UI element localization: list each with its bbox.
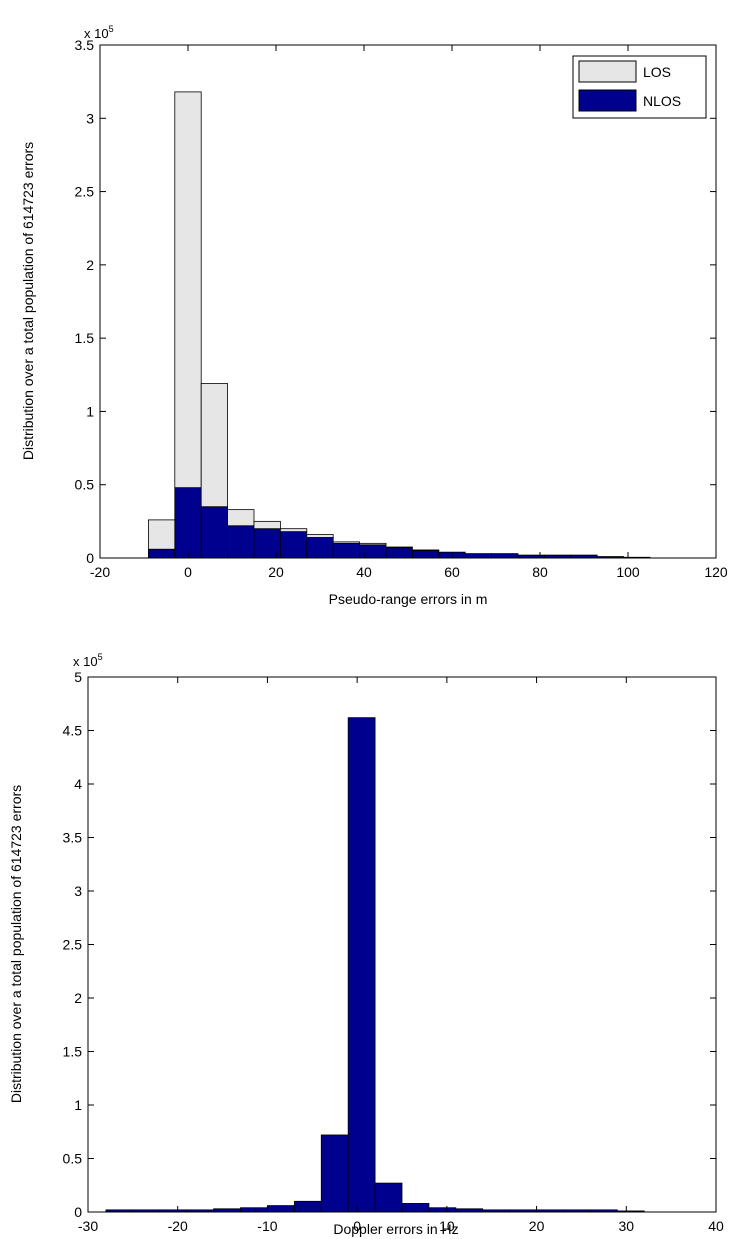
x-tick-labels: -20 0 20 40 60 80 100 120 xyxy=(90,564,728,580)
axis-ticks xyxy=(99,44,717,559)
legend: LOS NLOS xyxy=(572,55,707,119)
los-bar-1 xyxy=(174,91,202,489)
x-tick-label: 80 xyxy=(532,564,548,580)
x-tick-label: 20 xyxy=(529,1218,545,1234)
x-tick-label: 60 xyxy=(444,564,460,580)
doppler-bar-6 xyxy=(267,1205,295,1213)
doppler-bar-8 xyxy=(320,1134,349,1213)
x-axis-label: Pseudo-range errors in m xyxy=(329,591,488,607)
pseudo-range-histogram: -20 0 20 40 60 80 100 120 00.511.522.533.5 x 10… xyxy=(20,24,728,607)
doppler-bars xyxy=(105,717,645,1213)
x-tick-label: 10 xyxy=(439,1218,455,1234)
x-tick-label: -20 xyxy=(90,564,110,580)
y-tick-label: 2.5 xyxy=(63,937,83,953)
y-tick-label: 0.5 xyxy=(63,1151,83,1167)
y-tick-label: 3.5 xyxy=(75,37,95,53)
multiplier-base: x 10 xyxy=(84,26,109,41)
y-axis-label: Distribution over a total population of … xyxy=(20,142,36,460)
x-axis-label: Doppler errors in Hz xyxy=(333,1221,458,1237)
axis-ticks xyxy=(87,676,717,1213)
x-tick-label: 100 xyxy=(616,564,640,580)
multiplier-base: x 10 xyxy=(73,654,98,669)
y-tick-label: 2 xyxy=(74,990,82,1006)
los-bar-8 xyxy=(359,542,387,546)
nlos-bar-13 xyxy=(491,553,519,559)
y-tick-label: 3 xyxy=(86,110,94,126)
x-tick-label: 40 xyxy=(356,564,372,580)
los-bar-6 xyxy=(306,534,334,538)
y-tick-label: 1 xyxy=(86,403,94,419)
x-tick-label: 30 xyxy=(618,1218,634,1234)
multiplier-exponent: 5 xyxy=(98,652,103,662)
los-bar-7 xyxy=(332,541,361,544)
nlos-bar-9 xyxy=(385,547,413,559)
legend-swatch-nlos xyxy=(578,89,637,112)
x-tick-label: -30 xyxy=(78,1218,98,1234)
los-bar-9 xyxy=(385,546,413,549)
y-tick-label: 2 xyxy=(86,257,94,273)
y-tick-label: 1 xyxy=(74,1097,82,1113)
y-axis-label: Distribution over a total population of … xyxy=(8,785,24,1103)
legend-label-los: LOS xyxy=(643,64,671,80)
y-tick-label: 4 xyxy=(74,776,82,792)
nlos-bar-5 xyxy=(279,531,308,559)
y-tick-label: 1.5 xyxy=(63,1044,83,1060)
los-bar-4 xyxy=(253,520,281,530)
multiplier-exponent: 5 xyxy=(109,24,114,34)
doppler-histogram: -30 -20 -10 0 10 20 30 40 0 0.5 1 1.5 2 2.5 3 3.5 4 4.5 5… xyxy=(8,652,724,1237)
x-tick-label: 40 xyxy=(708,1218,724,1234)
exponent-multiplier: x 105 xyxy=(84,24,114,41)
nlos-bar-12 xyxy=(464,553,493,559)
legend-swatch-los xyxy=(578,60,637,83)
y-tick-label: 3 xyxy=(74,883,82,899)
x-tick-label: -10 xyxy=(257,1218,277,1234)
x-tick-label: 20 xyxy=(268,564,284,580)
nlos-bar-0 xyxy=(147,548,176,559)
nlos-bar-3 xyxy=(227,525,255,559)
x-tick-labels: -30 -20 -10 0 10 20 30 40 xyxy=(78,1218,724,1234)
y-tick-label: 0 xyxy=(86,550,94,566)
los-bars xyxy=(147,91,440,552)
x-tick-label: 120 xyxy=(704,564,728,580)
nlos-bar-10 xyxy=(411,550,440,559)
los-bar-5 xyxy=(279,528,308,533)
los-bar-3 xyxy=(227,509,255,527)
y-tick-label: 2.5 xyxy=(75,184,95,200)
y-tick-labels: 0 0.5 1 1.5 2 2.5 3 3.5 4 4.5 5 xyxy=(63,669,83,1220)
los-bar-0 xyxy=(147,519,176,550)
y-tick-label: 0.5 xyxy=(75,477,95,493)
x-tick-label: -20 xyxy=(168,1218,188,1234)
nlos-bar-7 xyxy=(332,542,361,559)
nlos-bar-6 xyxy=(306,537,334,559)
legend-label-nlos: NLOS xyxy=(643,93,681,109)
nlos-bar-1 xyxy=(174,487,202,559)
doppler-bar-10 xyxy=(374,1182,403,1213)
plot-frame xyxy=(99,44,717,559)
exponent-multiplier: x 105 xyxy=(73,652,103,669)
x-tick-label: 0 xyxy=(353,1218,361,1234)
doppler-bar-5 xyxy=(240,1207,268,1213)
los-bar-2 xyxy=(200,383,228,508)
doppler-bar-12 xyxy=(428,1207,457,1213)
y-tick-label: 4.5 xyxy=(63,723,83,739)
nlos-bar-2 xyxy=(200,506,228,559)
y-tick-label: 0 xyxy=(74,1204,82,1220)
doppler-bar-11 xyxy=(401,1203,430,1213)
doppler-bar-9 xyxy=(347,717,376,1213)
y-tick-labels: 0 0.5 1 1.5 2 2.5 3 3.5 xyxy=(75,37,95,566)
y-tick-label: 3.5 xyxy=(63,830,83,846)
y-tick-label: 5 xyxy=(74,669,82,685)
x-tick-label: 0 xyxy=(184,564,192,580)
y-tick-label: 1.5 xyxy=(75,330,95,346)
doppler-bar-7 xyxy=(293,1200,322,1213)
los-bar-10 xyxy=(411,549,440,552)
